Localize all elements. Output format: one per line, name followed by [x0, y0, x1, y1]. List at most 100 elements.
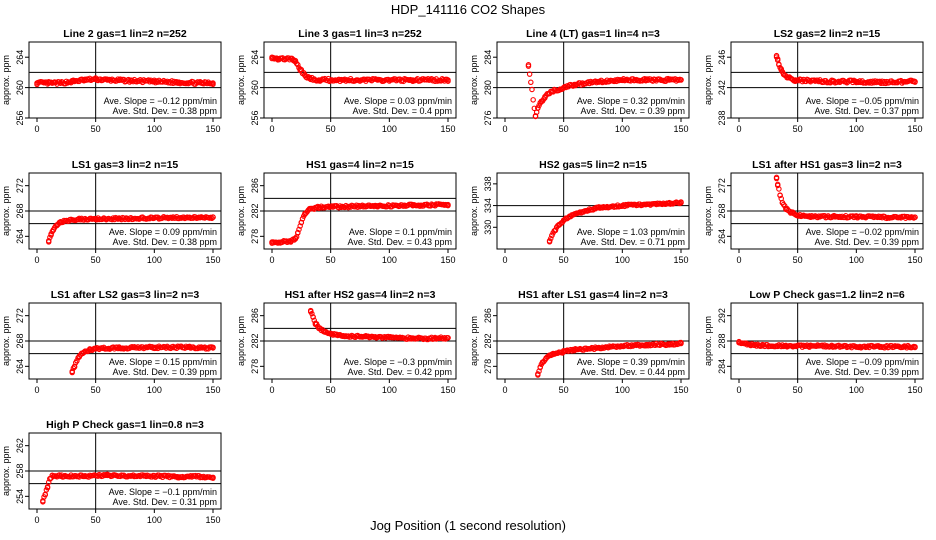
chart-panel: HS1 after LS1 gas=4 lin=2 n=3 0 50 100 150 27…: [469, 289, 690, 395]
y-tick-label: 276: [483, 110, 493, 125]
data-point: [42, 491, 48, 498]
x-tick-label: 150: [205, 385, 220, 395]
data-point: [552, 227, 559, 233]
y-tick-label: 242: [717, 80, 727, 95]
data-point: [572, 210, 579, 217]
y-tick-label: 278: [483, 359, 493, 374]
data-point: [779, 200, 786, 206]
stddev-annotation: Ave. Std. Dev. = 0.39 ppm: [815, 367, 919, 377]
data-point: [343, 78, 349, 84]
data-point: [549, 88, 555, 95]
data-point: [535, 105, 541, 111]
y-tick-label: 254: [15, 489, 25, 504]
data-point: [785, 74, 792, 81]
data-point: [292, 59, 299, 65]
panel-title: Low P Check gas=1.2 lin=2 n=6: [749, 289, 904, 301]
x-tick-label: 50: [326, 255, 336, 265]
data-point: [128, 78, 134, 84]
chart-panel: Low P Check gas=1.2 lin=2 n=6 0 50 100 150 28…: [703, 289, 924, 395]
chart-panel: LS1 after HS1 gas=3 lin=2 n=3 0 50 100 150 26…: [703, 159, 924, 265]
data-point: [539, 359, 546, 366]
data-point: [525, 62, 532, 68]
data-point: [309, 310, 315, 317]
panel-title: Line 3 gas=1 lin=3 n=252: [298, 28, 422, 40]
data-point: [316, 325, 322, 332]
data-point: [63, 217, 70, 224]
data-point: [806, 343, 813, 349]
data-point: [386, 334, 393, 340]
data-point: [71, 363, 78, 370]
data-point: [306, 206, 313, 212]
data-point: [40, 498, 46, 504]
y-tick-label: 260: [250, 80, 260, 95]
slope-annotation: Ave. Slope = −0.12 ppm/min: [104, 96, 217, 106]
stddev-annotation: Ave. Std. Dev. = 0.42 ppm: [348, 367, 452, 377]
data-point: [316, 77, 322, 83]
y-axis-title: approx. ppm: [469, 316, 479, 366]
data-point: [50, 227, 57, 233]
y-tick-label: 282: [250, 333, 260, 348]
slope-annotation: Ave. Slope = −0.09 ppm/min: [806, 357, 919, 367]
data-point: [560, 84, 567, 91]
plot-frame: [730, 41, 924, 119]
data-point: [678, 77, 684, 83]
y-axis-title: approx. ppm: [1, 55, 11, 105]
data-point: [327, 331, 334, 337]
data-point: [356, 202, 362, 209]
data-point: [599, 205, 606, 211]
data-point: [853, 78, 860, 85]
x-tick-label: 100: [849, 255, 864, 265]
data-point: [877, 343, 883, 350]
data-point: [374, 203, 381, 209]
data-point: [363, 333, 369, 340]
data-point: [830, 78, 836, 85]
data-point: [49, 472, 56, 479]
slope-annotation: Ave. Slope = 0.09 ppm/min: [109, 227, 217, 237]
x-tick-label: 50: [91, 255, 101, 265]
data-point: [297, 66, 303, 73]
data-point: [543, 355, 549, 361]
data-point: [337, 203, 343, 209]
data-point: [275, 55, 281, 62]
data-point: [877, 79, 883, 86]
data-point: [773, 174, 780, 181]
stddev-annotation: Ave. Std. Dev. = 0.31 ppm: [113, 497, 217, 507]
y-axis-title: approx. ppm: [236, 316, 246, 366]
x-tick-label: 0: [34, 385, 39, 395]
data-point: [445, 335, 451, 341]
data-point: [528, 79, 534, 86]
stddev-annotation: Ave. Std. Dev. = 0.44 ppm: [581, 367, 685, 377]
x-tick-label: 100: [849, 124, 864, 134]
data-point: [587, 345, 594, 352]
y-tick-label: 286: [250, 178, 260, 193]
data-point: [783, 205, 789, 212]
data-point: [117, 76, 124, 82]
data-point: [407, 334, 414, 341]
y-tick-label: 288: [717, 333, 727, 348]
stddev-annotation: Ave. Std. Dev. = 0.38 ppm: [113, 106, 217, 116]
data-point: [313, 204, 320, 211]
data-point: [186, 344, 193, 351]
data-point: [666, 341, 673, 347]
data-point: [366, 202, 373, 209]
y-tick-label: 338: [483, 176, 493, 191]
y-axis-title: approx. ppm: [469, 186, 479, 236]
data-point: [269, 239, 275, 245]
stddev-annotation: Ave. Std. Dev. = 0.38 ppm: [113, 237, 217, 247]
x-tick-label: 50: [91, 515, 101, 525]
data-point: [619, 343, 626, 349]
data-point: [870, 213, 876, 219]
x-tick-label: 0: [34, 255, 39, 265]
data-point: [210, 474, 216, 481]
x-tick-label: 0: [502, 385, 507, 395]
data-point: [54, 222, 60, 228]
stddev-annotation: Ave. Std. Dev. = 0.43 ppm: [348, 237, 452, 247]
x-tick-label: 100: [147, 385, 162, 395]
data-point: [853, 213, 860, 220]
x-tick-label: 150: [440, 255, 455, 265]
data-point: [45, 80, 52, 86]
x-tick-label: 50: [91, 124, 101, 134]
data-point: [560, 349, 567, 355]
y-tick-label: 282: [250, 203, 260, 218]
